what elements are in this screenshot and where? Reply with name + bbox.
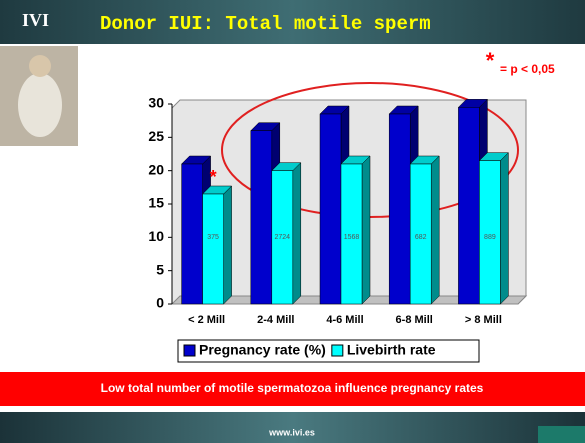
- x-tick-label: 6-8 Mill: [396, 314, 433, 326]
- y-tick-label: 25: [148, 128, 164, 144]
- legend-swatch: [332, 345, 343, 356]
- bar-label: 889: [484, 234, 496, 241]
- x-tick-label: > 8 Mill: [465, 314, 502, 326]
- legend-label: Pregnancy rate (%): [199, 342, 326, 358]
- bar: [458, 107, 479, 304]
- x-tick-label: 4-6 Mill: [326, 314, 363, 326]
- banner: Low total number of motile spermatozoa i…: [101, 381, 484, 395]
- footer-logo-box: [538, 426, 585, 443]
- x-tick-label: 2-4 Mill: [257, 314, 294, 326]
- slide: IVI Donor IUI: Total motile sperm * = p …: [0, 0, 585, 443]
- legend-swatch: [184, 345, 195, 356]
- legend-label: Livebirth rate: [347, 342, 436, 358]
- y-tick-label: 5: [156, 261, 164, 277]
- bar-label: 1568: [344, 234, 360, 241]
- bar: [479, 161, 500, 304]
- bar-side: [293, 163, 301, 304]
- y-tick-label: 0: [156, 295, 164, 311]
- bar-side: [362, 156, 370, 304]
- bar: [203, 194, 224, 304]
- y-tick-label: 10: [148, 228, 164, 244]
- y-tick-label: 15: [148, 195, 164, 211]
- bar-label: 375: [207, 234, 219, 241]
- y-tick-label: 20: [148, 161, 164, 177]
- bar-label: 682: [415, 234, 427, 241]
- significance-mark: *: [210, 167, 217, 187]
- photo-figure: [18, 73, 62, 137]
- bar: [320, 114, 341, 304]
- bar: [389, 114, 410, 304]
- bar-side: [500, 153, 508, 304]
- bar-side: [224, 186, 232, 304]
- chart-title: Donor IUI: Total motile sperm: [100, 13, 431, 35]
- y-tick-label: 30: [148, 95, 164, 111]
- bar-side: [431, 156, 439, 304]
- x-tick-label: < 2 Mill: [188, 314, 225, 326]
- significance-mark: *: [486, 48, 495, 73]
- bar: [251, 131, 272, 304]
- footer: www.ivi.es: [268, 427, 315, 437]
- photo-figure: [29, 55, 51, 77]
- chart: IVI Donor IUI: Total motile sperm * = p …: [0, 0, 585, 443]
- logo: IVI: [22, 10, 49, 30]
- bar: [182, 164, 203, 304]
- significance-note: = p < 0,05: [500, 62, 555, 76]
- bar-label: 2724: [275, 234, 291, 241]
